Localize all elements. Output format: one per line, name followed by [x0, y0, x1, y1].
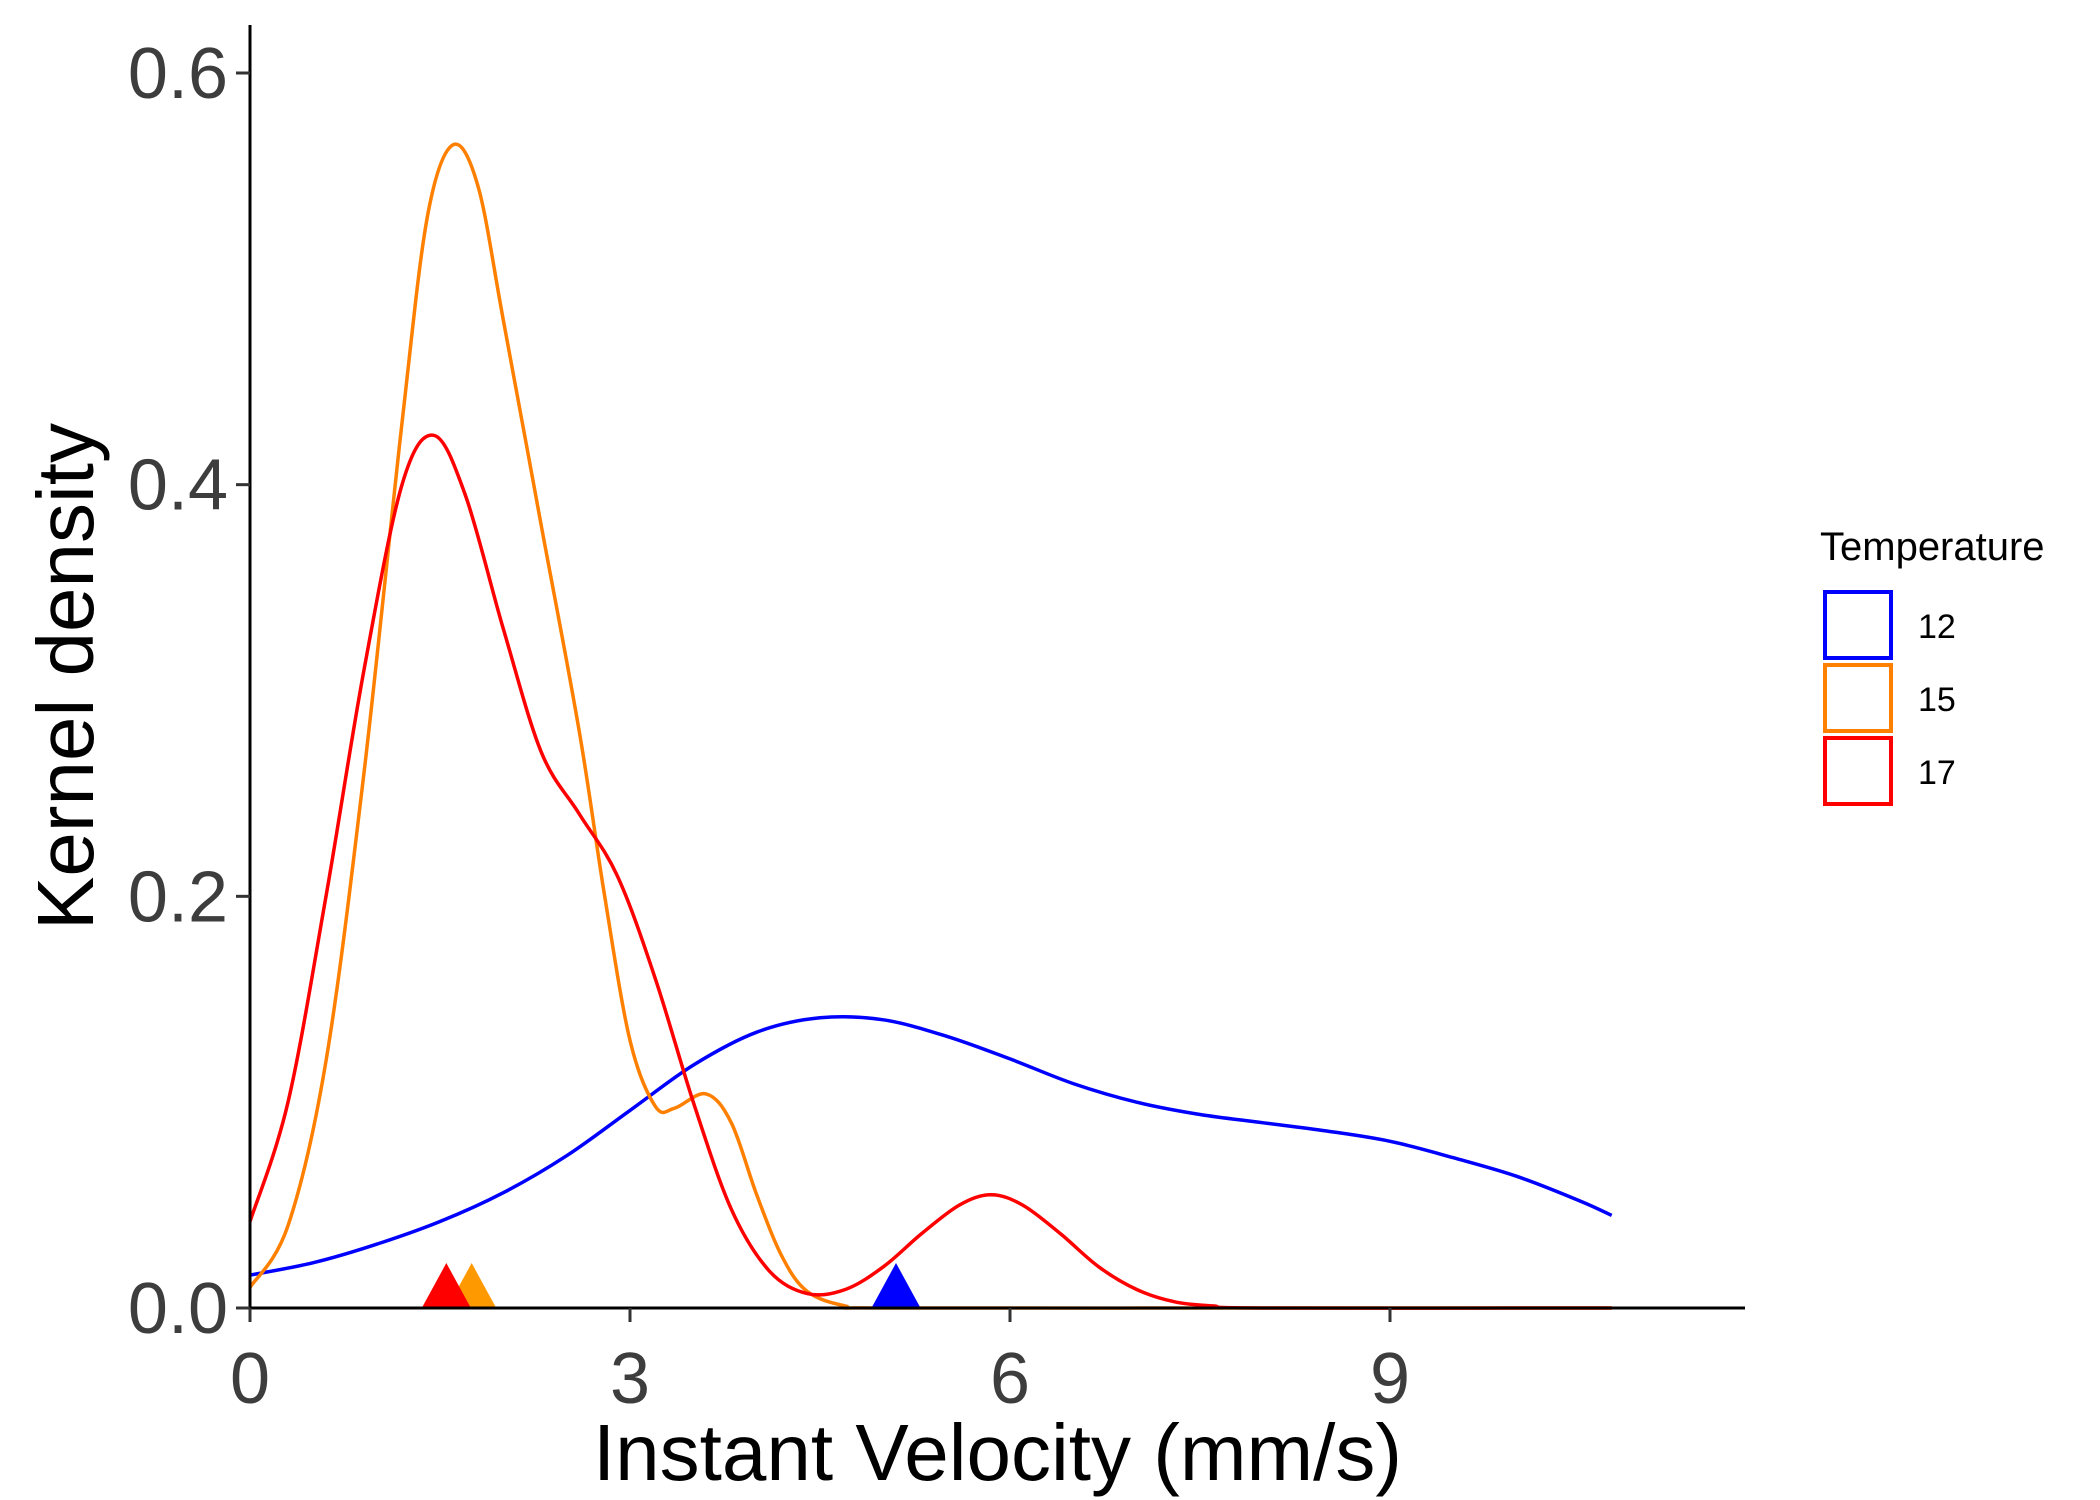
y-axis-ticks: 0.0 0.2 0.4 0.6 [128, 34, 250, 1349]
mean-marker-12 [872, 1263, 920, 1307]
y-tick-label: 0.2 [128, 857, 228, 937]
legend-key-12 [1823, 590, 1893, 660]
legend-title: Temperature [1820, 525, 2045, 569]
plot-area: 0 3 6 9 0.0 0.2 0.4 0.6 [128, 25, 1745, 1419]
mean-marker-17 [422, 1263, 471, 1307]
legend-key-15 [1823, 663, 1893, 733]
y-axis-title: Kernel density [21, 423, 110, 930]
y-tick-label: 0.6 [128, 34, 228, 114]
density-curves [248, 142, 1613, 1310]
mean-markers [422, 1263, 920, 1307]
density-curve-17 [248, 433, 1612, 1310]
density-curve-12 [249, 1014, 1613, 1277]
legend-label-12: 12 [1918, 608, 1956, 646]
legend-key-17 [1823, 736, 1893, 806]
x-tick-label: 0 [230, 1339, 270, 1419]
y-tick-label: 0.4 [128, 446, 228, 526]
legend: Temperature 12 15 17 [1820, 525, 2045, 806]
legend-label-17: 17 [1918, 754, 1956, 792]
x-axis-title: Instant Velocity (mm/s) [593, 1408, 1402, 1497]
y-tick-label: 0.0 [128, 1269, 228, 1349]
legend-items: 12 15 17 [1823, 590, 1956, 806]
x-tick-label: 3 [610, 1339, 650, 1419]
x-tick-label: 6 [990, 1339, 1030, 1419]
density-curve-15 [248, 142, 1612, 1310]
x-axis-ticks: 0 3 6 9 [230, 1308, 1410, 1419]
x-tick-label: 9 [1370, 1339, 1410, 1419]
legend-label-15: 15 [1918, 681, 1956, 719]
